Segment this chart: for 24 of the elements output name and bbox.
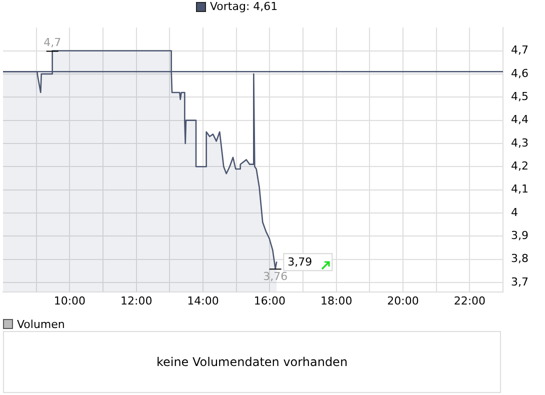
x-tick-label: 22:00: [454, 294, 486, 308]
y-tick-label: 3,9: [511, 229, 528, 242]
y-tick-label: 4,1: [511, 182, 528, 196]
y-tick-label: 3,7: [511, 275, 528, 288]
y-tick-label: 4,6: [511, 66, 528, 80]
annotation: 4,7: [44, 36, 62, 50]
x-tick-label: 10:00: [54, 294, 86, 308]
x-tick-label: 16:00: [254, 294, 286, 308]
y-tick-label: 4,2: [511, 160, 528, 173]
y-tick-label: 4,3: [511, 136, 528, 150]
y-tick-label: 4: [511, 206, 518, 219]
annotation: 3,76: [263, 270, 288, 283]
legend-label: Vortag: 4,61: [210, 0, 278, 12]
x-tick-label: 18:00: [320, 294, 352, 308]
annotation: 3,79: [288, 256, 312, 269]
x-tick-label: 20:00: [387, 294, 419, 308]
y-tick-label: 4,5: [511, 90, 528, 103]
text: Volumen: [17, 318, 65, 330]
text: keine Volumendaten vorhanden: [156, 355, 348, 369]
y-tick-label: 3,8: [511, 252, 528, 266]
x-tick-label: 12:00: [120, 294, 152, 308]
x-tick-label: 14:00: [187, 294, 219, 308]
y-tick-label: 4,4: [511, 113, 528, 126]
y-tick-label: 4,7: [511, 44, 528, 57]
